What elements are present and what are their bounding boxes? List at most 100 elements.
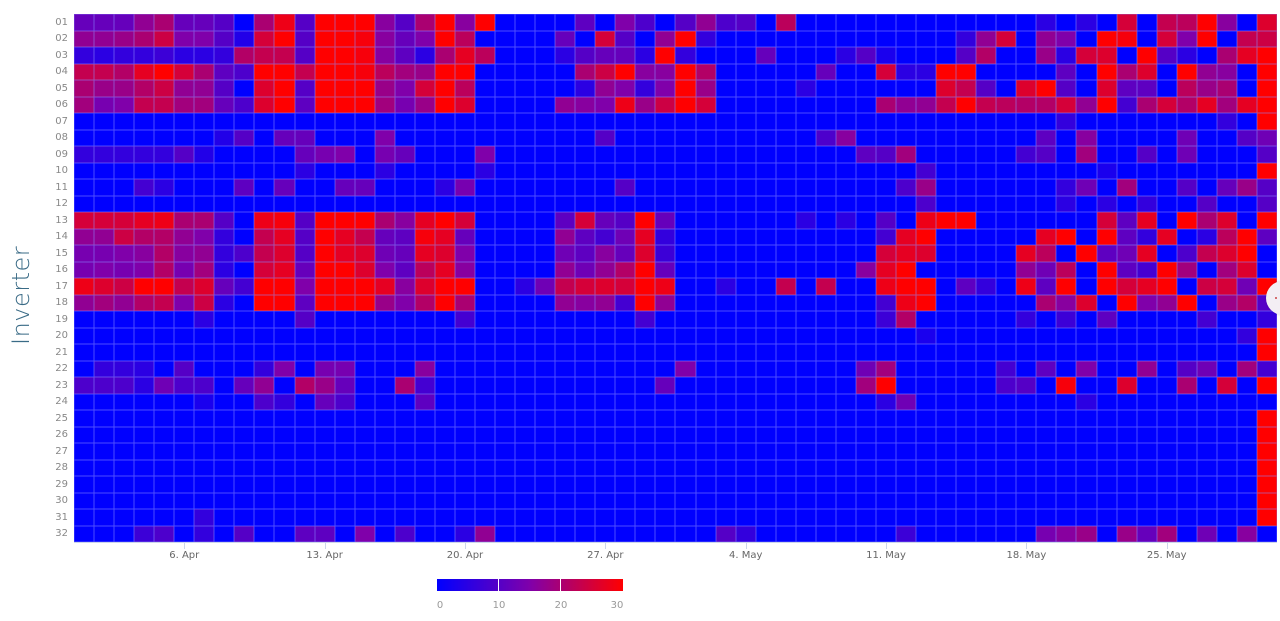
heatmap-cell[interactable] xyxy=(114,245,135,262)
heatmap-cell[interactable] xyxy=(595,245,616,262)
heatmap-cell[interactable] xyxy=(154,509,175,526)
heatmap-cell[interactable] xyxy=(1256,492,1277,509)
heatmap-cell[interactable] xyxy=(74,459,95,476)
heatmap-cell[interactable] xyxy=(675,63,696,80)
heatmap-cell[interactable] xyxy=(775,96,796,113)
heatmap-cell[interactable] xyxy=(1236,443,1257,460)
heatmap-cell[interactable] xyxy=(595,30,616,47)
heatmap-cell[interactable] xyxy=(394,294,415,311)
heatmap-cell[interactable] xyxy=(1096,47,1117,64)
heatmap-cell[interactable] xyxy=(595,162,616,179)
heatmap-cell[interactable] xyxy=(1096,212,1117,229)
heatmap-cell[interactable] xyxy=(835,327,856,344)
heatmap-cell[interactable] xyxy=(695,509,716,526)
heatmap-cell[interactable] xyxy=(1176,80,1197,97)
heatmap-cell[interactable] xyxy=(655,360,676,377)
heatmap-cell[interactable] xyxy=(214,228,235,245)
heatmap-cell[interactable] xyxy=(615,14,636,31)
heatmap-cell[interactable] xyxy=(735,360,756,377)
heatmap-cell[interactable] xyxy=(635,179,656,196)
heatmap-cell[interactable] xyxy=(1036,344,1057,361)
heatmap-cell[interactable] xyxy=(976,377,997,394)
heatmap-cell[interactable] xyxy=(154,492,175,509)
heatmap-cell[interactable] xyxy=(454,360,475,377)
heatmap-cell[interactable] xyxy=(434,146,455,163)
heatmap-cell[interactable] xyxy=(254,162,275,179)
heatmap-cell[interactable] xyxy=(134,80,155,97)
heatmap-cell[interactable] xyxy=(174,492,195,509)
heatmap-cell[interactable] xyxy=(635,443,656,460)
heatmap-cell[interactable] xyxy=(314,63,335,80)
heatmap-cell[interactable] xyxy=(515,344,536,361)
heatmap-cell[interactable] xyxy=(495,443,516,460)
heatmap-cell[interactable] xyxy=(1036,63,1057,80)
heatmap-cell[interactable] xyxy=(735,459,756,476)
heatmap-cell[interactable] xyxy=(735,80,756,97)
heatmap-cell[interactable] xyxy=(1256,459,1277,476)
heatmap-cell[interactable] xyxy=(254,360,275,377)
heatmap-cell[interactable] xyxy=(1056,80,1077,97)
heatmap-cell[interactable] xyxy=(835,377,856,394)
heatmap-cell[interactable] xyxy=(715,195,736,212)
heatmap-cell[interactable] xyxy=(896,278,917,295)
heatmap-cell[interactable] xyxy=(154,195,175,212)
heatmap-cell[interactable] xyxy=(1256,443,1277,460)
heatmap-cell[interactable] xyxy=(414,179,435,196)
heatmap-cell[interactable] xyxy=(154,344,175,361)
heatmap-cell[interactable] xyxy=(94,162,115,179)
heatmap-cell[interactable] xyxy=(1016,393,1037,410)
heatmap-cell[interactable] xyxy=(615,63,636,80)
heatmap-cell[interactable] xyxy=(735,179,756,196)
heatmap-cell[interactable] xyxy=(735,96,756,113)
heatmap-cell[interactable] xyxy=(1016,344,1037,361)
heatmap-cell[interactable] xyxy=(154,377,175,394)
heatmap-cell[interactable] xyxy=(495,426,516,443)
heatmap-cell[interactable] xyxy=(916,129,937,146)
heatmap-cell[interactable] xyxy=(1056,294,1077,311)
heatmap-cell[interactable] xyxy=(515,294,536,311)
heatmap-cell[interactable] xyxy=(635,344,656,361)
heatmap-cell[interactable] xyxy=(1156,162,1177,179)
heatmap-cell[interactable] xyxy=(294,80,315,97)
heatmap-cell[interactable] xyxy=(1236,30,1257,47)
heatmap-cell[interactable] xyxy=(635,327,656,344)
heatmap-cell[interactable] xyxy=(354,245,375,262)
heatmap-cell[interactable] xyxy=(1076,47,1097,64)
heatmap-cell[interactable] xyxy=(575,245,596,262)
heatmap-cell[interactable] xyxy=(996,129,1017,146)
heatmap-cell[interactable] xyxy=(896,525,917,542)
heatmap-cell[interactable] xyxy=(555,377,576,394)
heatmap-cell[interactable] xyxy=(114,195,135,212)
heatmap-cell[interactable] xyxy=(454,344,475,361)
heatmap-cell[interactable] xyxy=(1076,113,1097,130)
heatmap-cell[interactable] xyxy=(434,327,455,344)
heatmap-cell[interactable] xyxy=(1136,377,1157,394)
heatmap-cell[interactable] xyxy=(1116,278,1137,295)
heatmap-cell[interactable] xyxy=(414,80,435,97)
heatmap-cell[interactable] xyxy=(615,162,636,179)
heatmap-cell[interactable] xyxy=(956,509,977,526)
heatmap-cell[interactable] xyxy=(1236,195,1257,212)
heatmap-cell[interactable] xyxy=(1116,129,1137,146)
heatmap-cell[interactable] xyxy=(174,377,195,394)
heatmap-cell[interactable] xyxy=(996,327,1017,344)
heatmap-cell[interactable] xyxy=(755,146,776,163)
heatmap-cell[interactable] xyxy=(595,459,616,476)
heatmap-cell[interactable] xyxy=(334,47,355,64)
heatmap-cell[interactable] xyxy=(575,162,596,179)
heatmap-cell[interactable] xyxy=(1156,129,1177,146)
heatmap-cell[interactable] xyxy=(1156,96,1177,113)
heatmap-cell[interactable] xyxy=(454,129,475,146)
heatmap-cell[interactable] xyxy=(795,261,816,278)
heatmap-cell[interactable] xyxy=(635,426,656,443)
heatmap-cell[interactable] xyxy=(755,327,776,344)
heatmap-cell[interactable] xyxy=(114,294,135,311)
heatmap-cell[interactable] xyxy=(354,426,375,443)
heatmap-cell[interactable] xyxy=(916,96,937,113)
heatmap-cell[interactable] xyxy=(535,443,556,460)
heatmap-cell[interactable] xyxy=(354,393,375,410)
heatmap-cell[interactable] xyxy=(1076,228,1097,245)
heatmap-cell[interactable] xyxy=(314,228,335,245)
heatmap-cell[interactable] xyxy=(1036,327,1057,344)
heatmap-cell[interactable] xyxy=(394,113,415,130)
